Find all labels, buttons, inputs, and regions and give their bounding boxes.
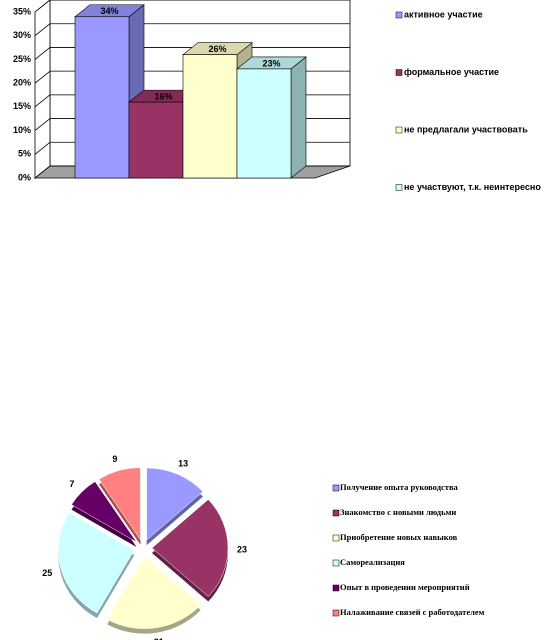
legend-swatch [332,609,340,617]
data-label: 9 [112,454,117,464]
bar-top-shade [75,4,144,17]
legend-swatch [395,184,403,191]
legend-label: Знакомство с новыми людьми [340,507,456,517]
legend-swatch [332,509,340,517]
y-tick-label: 5% [18,149,31,159]
bar-top-shade [129,90,198,103]
data-label: 34% [100,6,118,16]
legend-swatch [332,584,340,592]
grid-line [34,165,51,179]
data-label: 13 [178,458,188,468]
slice [98,467,141,541]
y-tick-label: 10% [13,125,31,135]
legend-label: Опыт в проведении мероприятий [340,582,470,592]
data-label: 25 [42,568,52,578]
legend-swatch [395,11,403,19]
bar [74,16,130,179]
data-label: 26% [208,44,226,54]
y-tick-label: 30% [13,30,31,40]
bar-top-shade [237,56,306,69]
legend-label: Самореализация [340,557,405,567]
bar [236,68,292,179]
grid-line [34,47,51,60]
legend-swatch [395,69,403,76]
y-tick-label: 15% [13,101,31,111]
data-label: 16% [154,91,172,101]
grid-line [34,118,51,131]
y-tick-label: 35% [13,6,31,16]
bar [182,54,238,179]
slice [146,467,204,541]
grid-line [34,141,51,155]
data-label: 21 [154,637,164,640]
legend-label: Приобретение новых навыков [340,532,458,542]
legend-label: Налаживание связей с работодателем [340,607,485,617]
y-tick-label: 20% [13,78,31,88]
data-label: 23 [237,544,247,554]
slice [106,556,202,629]
slice [71,481,137,543]
legend-label: формальное участие [404,67,499,77]
side-wall [34,0,51,179]
legend-label: не участвуют, т.к. неинтересно [404,182,541,192]
data-label: 23% [262,58,280,68]
y-tick-label: 0% [18,172,31,182]
legend-swatch [332,484,340,492]
legend-swatch [332,559,340,567]
grid-line [34,94,51,108]
bar-top-shade [183,42,252,55]
bar [128,101,184,179]
legend-label: активное участие [404,9,483,19]
legend-swatch [332,534,340,542]
grid-line [34,70,51,84]
grid-line [34,0,51,13]
legend-swatch [395,126,403,134]
y-tick-label: 25% [13,54,31,64]
slice [58,512,135,614]
slice [151,499,229,597]
data-label: 7 [69,479,74,489]
legend-label: не предлагали участвовать [404,124,528,134]
bar-side-shade [291,56,306,178]
legend-label: Получение опыта руководства [340,482,459,492]
grid-line [34,23,51,37]
